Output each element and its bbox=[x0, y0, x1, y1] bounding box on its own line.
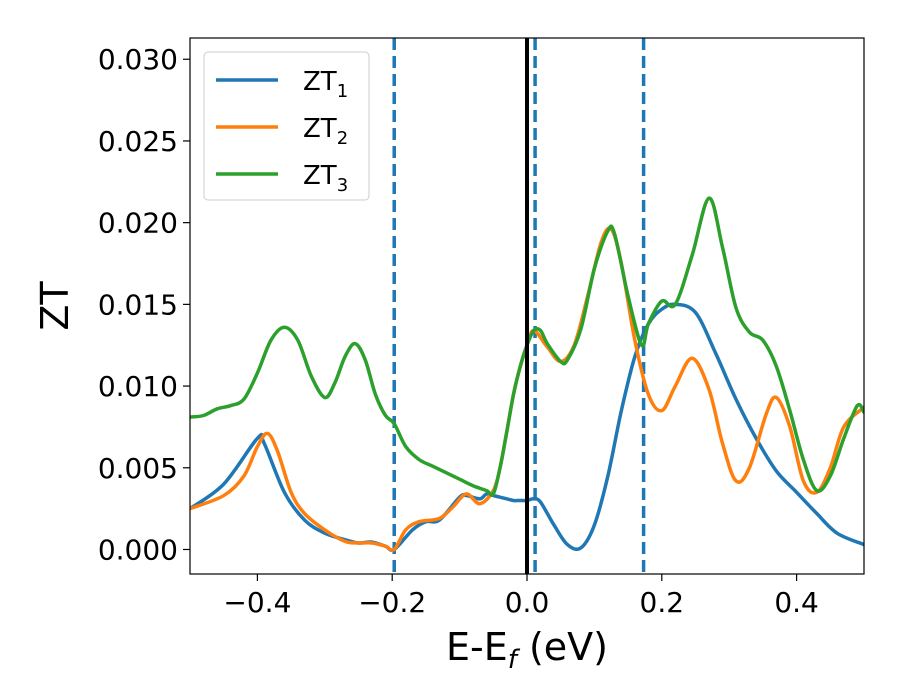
y-tick-label: 0.025 bbox=[98, 125, 178, 158]
series-line-zt3 bbox=[190, 196, 864, 497]
legend-label-zt2: ZT2 bbox=[303, 114, 348, 149]
legend-label-zt1: ZT1 bbox=[303, 67, 348, 102]
reference-lines bbox=[392, 38, 646, 574]
y-tick-label: 0.010 bbox=[98, 370, 178, 403]
x-tick-label: −0.2 bbox=[358, 586, 426, 619]
legend-box bbox=[203, 51, 370, 201]
x-tick-label: −0.4 bbox=[223, 586, 291, 619]
legend-label-zt3: ZT3 bbox=[303, 161, 348, 196]
y-tick-label: 0.015 bbox=[98, 288, 178, 321]
y-tick-label: 0.005 bbox=[98, 452, 178, 485]
x-axis: −0.4 −0.2 0.0 0.2 0.4 bbox=[223, 574, 819, 619]
y-tick-label: 0.000 bbox=[98, 533, 178, 566]
y-tick-label: 0.020 bbox=[98, 207, 178, 240]
y-axis-label: ZT bbox=[33, 281, 77, 331]
y-tick-label: 0.030 bbox=[98, 43, 178, 76]
series-layer bbox=[190, 38, 864, 574]
x-tick-label: 0.2 bbox=[640, 586, 685, 619]
legend: ZT1 ZT2 ZT3 bbox=[203, 51, 370, 201]
x-axis-label: E-Ef (eV) bbox=[446, 625, 608, 675]
y-axis: 0.000 0.005 0.010 0.015 0.020 0.025 0.030 bbox=[98, 43, 190, 566]
x-tick-label: 0.0 bbox=[505, 586, 550, 619]
x-tick-label: 0.4 bbox=[774, 586, 819, 619]
